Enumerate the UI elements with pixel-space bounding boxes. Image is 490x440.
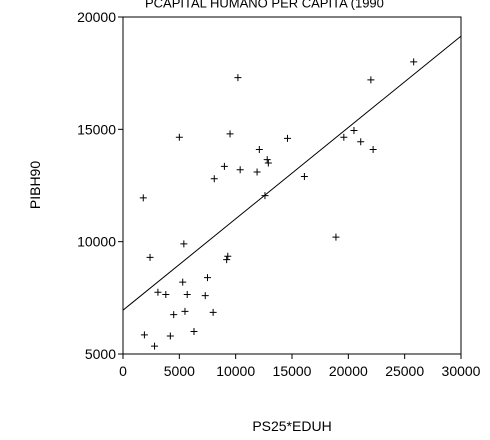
y-tick-label: 10000 xyxy=(77,234,116,250)
data-point xyxy=(204,274,211,282)
data-point xyxy=(253,168,261,176)
data-point xyxy=(140,331,148,339)
y-tick-label: 20000 xyxy=(77,9,116,25)
data-point xyxy=(220,162,228,170)
data-point xyxy=(181,307,189,315)
points-layer xyxy=(139,58,418,350)
data-point xyxy=(139,194,147,202)
data-point xyxy=(162,290,170,298)
data-point xyxy=(350,126,358,134)
data-point xyxy=(224,252,232,260)
data-point xyxy=(226,130,234,138)
data-point xyxy=(151,342,159,350)
data-point xyxy=(369,146,377,154)
data-point xyxy=(146,253,154,261)
data-point xyxy=(357,138,365,146)
x-tick-label: 20000 xyxy=(329,363,368,379)
data-point xyxy=(154,288,162,296)
data-point xyxy=(300,173,308,181)
data-point xyxy=(190,328,198,336)
regression-line xyxy=(122,35,462,311)
y-tick-label: 15000 xyxy=(77,121,116,137)
y-axis-title: PIBH90 xyxy=(27,161,43,209)
data-point xyxy=(183,290,191,298)
x-tick-label: 5000 xyxy=(164,363,195,379)
data-point xyxy=(175,133,183,141)
data-point xyxy=(367,76,375,84)
data-point xyxy=(261,192,269,200)
x-tick-label: 10000 xyxy=(216,363,255,379)
x-tick-label: 30000 xyxy=(442,363,481,379)
data-point xyxy=(209,308,217,316)
x-tick-label: 0 xyxy=(119,363,127,379)
data-point xyxy=(263,156,271,164)
data-point xyxy=(170,311,178,319)
data-point xyxy=(283,134,291,142)
data-point xyxy=(255,146,263,154)
data-point xyxy=(410,58,418,66)
data-point xyxy=(180,240,188,248)
ticks-layer: 0 5000 10000 15000 20000 25000 300005000100001… xyxy=(77,9,481,379)
data-point xyxy=(166,332,174,340)
data-point xyxy=(210,175,218,183)
chart-title: PCAPITAL HUMANO PER CAPITA (1990 xyxy=(145,0,384,10)
data-point xyxy=(201,292,209,300)
data-point xyxy=(332,233,340,241)
data-point xyxy=(340,133,348,141)
y-tick-label: 5000 xyxy=(85,346,116,362)
regression-line-layer xyxy=(122,35,462,311)
data-point xyxy=(264,159,272,167)
x-tick-label: 25000 xyxy=(385,363,424,379)
plot-area-frame xyxy=(122,16,462,355)
data-point xyxy=(236,166,244,174)
x-tick-label: 15000 xyxy=(273,363,312,379)
x-axis-title: PS25*EDUH xyxy=(252,418,331,434)
data-point xyxy=(179,278,187,286)
data-point xyxy=(223,256,231,264)
data-point xyxy=(234,74,242,82)
